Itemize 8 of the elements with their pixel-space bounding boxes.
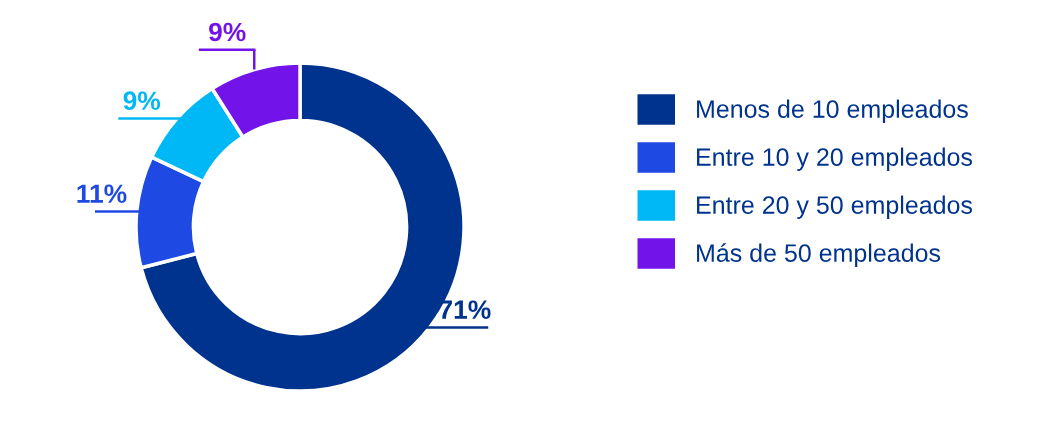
legend-label: Menos de 10 empleados <box>697 99 968 123</box>
data-label: 9% <box>209 22 246 42</box>
data-label: 11% <box>77 184 127 204</box>
data-label: 71% <box>439 300 491 319</box>
legend-label: Entre 20 y 50 empleados <box>697 195 973 219</box>
data-label: 9% <box>123 91 161 111</box>
legend-label: Más de 50 empleados <box>697 243 941 267</box>
legend-label: Entre 10 y 20 empleados <box>697 147 973 171</box>
